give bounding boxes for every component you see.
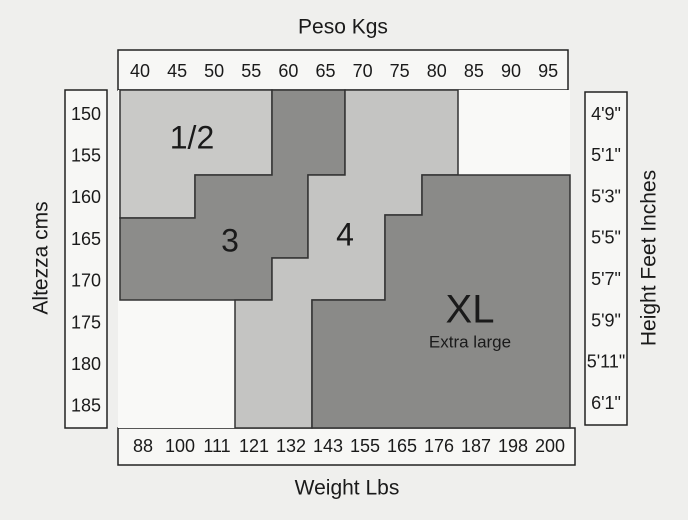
bottom-axis-label: 200	[535, 436, 565, 456]
bottom-axis-label: 187	[461, 436, 491, 456]
size-subtitle: Extra large	[429, 332, 511, 351]
bottom-axis-label: 165	[387, 436, 417, 456]
left-axis-box	[64, 89, 108, 429]
bottom-axis-label: 121	[239, 436, 269, 456]
right-axis-label: 5'1"	[591, 145, 621, 165]
left-axis-label: 185	[71, 396, 101, 416]
top-axis-label: 85	[464, 61, 484, 81]
bottom-axis-label: 143	[313, 436, 343, 456]
top-axis-title: Peso Kgs	[298, 16, 388, 39]
right-axis-label: 5'11"	[587, 352, 626, 372]
top-axis-label: 65	[315, 61, 335, 81]
bottom-axis-title: Weight Lbs	[295, 477, 400, 500]
bottom-axis-label: 198	[498, 436, 528, 456]
right-axis-label: 4'9"	[591, 104, 621, 124]
right-axis-label: 5'9"	[591, 310, 621, 330]
top-axis-label: 75	[390, 61, 410, 81]
right-axis-label: 6'1"	[591, 393, 621, 413]
left-axis-label: 170	[71, 271, 101, 291]
bottom-axis-label: 132	[276, 436, 306, 456]
bottom-axis-label: 176	[424, 436, 454, 456]
top-axis-label: 80	[427, 61, 447, 81]
right-axis-label: 5'5"	[591, 228, 621, 248]
bottom-axis-label: 100	[165, 436, 195, 456]
top-axis-label: 40	[130, 61, 150, 81]
left-axis-label: 165	[71, 229, 101, 249]
left-axis-title: Altezza cms	[30, 201, 53, 314]
right-axis-title: Height Feet Inches	[638, 170, 661, 346]
bottom-axis-label: 88	[133, 436, 153, 456]
top-axis-label: 45	[167, 61, 187, 81]
size-label: XL	[446, 288, 495, 332]
size-xl-region	[311, 174, 571, 429]
size-label: 1/2	[170, 119, 214, 155]
top-axis-label: 95	[538, 61, 558, 81]
bottom-axis-label: 111	[203, 436, 230, 456]
left-axis-label: 180	[71, 354, 101, 374]
left-axis-label: 155	[71, 145, 101, 165]
top-axis-label: 70	[353, 61, 373, 81]
top-axis-label: 60	[278, 61, 298, 81]
top-axis-box	[117, 49, 569, 91]
size-label: 4	[336, 216, 354, 252]
left-axis-label: 160	[71, 187, 101, 207]
bottom-axis-label: 155	[350, 436, 380, 456]
left-axis-label: 175	[71, 312, 101, 332]
right-axis-label: 5'3"	[591, 186, 621, 206]
size-label: 3	[221, 222, 239, 258]
top-axis-label: 55	[241, 61, 261, 81]
top-axis-label: 90	[501, 61, 521, 81]
right-axis-label: 5'7"	[591, 269, 621, 289]
right-axis-box	[584, 91, 628, 426]
top-axis-label: 50	[204, 61, 224, 81]
left-axis-label: 150	[71, 104, 101, 124]
